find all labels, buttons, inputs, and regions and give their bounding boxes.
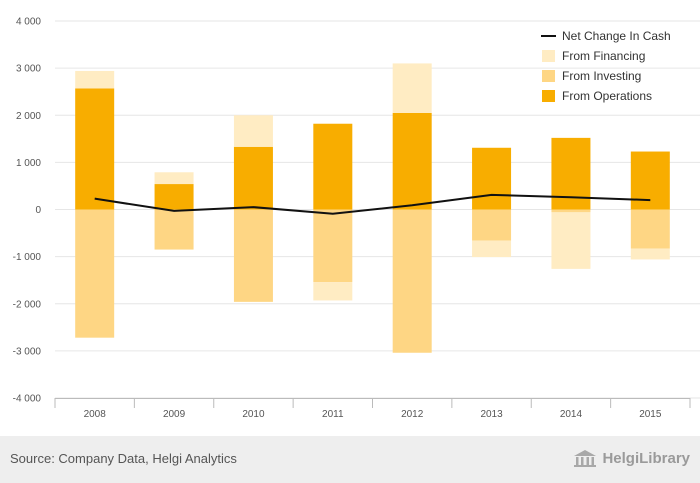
legend-label: From Investing (562, 69, 641, 83)
net-change-in-cash-line[interactable] (94, 193, 651, 215)
y-tick-label: 0 (35, 205, 41, 216)
bar-from-investing-2014[interactable] (551, 209, 591, 213)
net-change-line (94, 193, 651, 215)
bar-from-financing-2012[interactable] (392, 63, 432, 113)
helgi-library-logo[interactable]: HelgiLibrary (572, 448, 690, 468)
legend-label: From Financing (562, 49, 645, 63)
library-building-icon (574, 450, 597, 467)
bar-from-operations-2012[interactable] (392, 112, 432, 210)
bar-from-financing-2013[interactable] (472, 240, 512, 258)
logo-text: HelgiLibrary (602, 449, 690, 467)
bar-from-financing-2014[interactable] (551, 212, 591, 269)
bar-from-investing-2015[interactable] (630, 209, 670, 249)
legend-swatch (542, 90, 555, 102)
bar-from-operations-2009[interactable] (154, 184, 194, 210)
legend-swatch (542, 50, 555, 62)
bar-from-investing-2013[interactable] (472, 209, 512, 241)
bar-from-investing-2012[interactable] (392, 209, 432, 353)
chart: 4 000 3 000 2 000 1 000 0 -1 000 -2 000 -3 000 -… (13, 17, 700, 420)
y-tick-label: 1 000 (16, 158, 41, 169)
bar-from-financing-2010[interactable] (233, 115, 273, 147)
x-axis: 2008 2009 2010 2011 2012 2013 2014 2015 (54, 398, 691, 420)
bars (75, 63, 670, 353)
y-tick-label: -4 000 (13, 394, 42, 405)
y-tick-label: -2 000 (13, 299, 42, 310)
bar-from-operations-2013[interactable] (472, 147, 512, 210)
x-tick-label: 2009 (163, 409, 186, 420)
x-tick-label: 2014 (560, 409, 583, 420)
x-tick-label: 2013 (480, 409, 503, 420)
x-tick-label: 2015 (639, 409, 662, 420)
legend-item-from-operations[interactable]: From Operations (542, 89, 652, 103)
y-tick-label: 3 000 (16, 64, 41, 75)
bar-from-operations-2011[interactable] (313, 123, 353, 210)
bar-from-investing-2009[interactable] (154, 209, 194, 250)
source-note: Source: Company Data, Helgi Analytics (10, 451, 237, 466)
x-tick-label: 2011 (322, 409, 344, 420)
legend-item-net-change-in-cash[interactable]: Net Change In Cash (541, 29, 671, 43)
y-tick-label: -3 000 (13, 346, 42, 357)
y-tick-label: 2 000 (16, 111, 41, 122)
legend-item-from-investing[interactable]: From Investing (542, 69, 641, 83)
bar-from-investing-2008[interactable] (75, 209, 115, 338)
x-tick-label: 2010 (242, 409, 265, 420)
x-tick-label: 2008 (84, 409, 107, 420)
x-tick-label: 2012 (401, 409, 424, 420)
bar-from-operations-2008[interactable] (75, 88, 115, 210)
bar-from-financing-2011[interactable] (313, 282, 353, 301)
bar-from-operations-2014[interactable] (551, 137, 591, 210)
bar-from-financing-2015[interactable] (630, 248, 670, 260)
bar-from-operations-2015[interactable] (630, 151, 670, 210)
bar-from-operations-2010[interactable] (233, 146, 273, 210)
legend-label: Net Change In Cash (562, 29, 671, 43)
legend-swatch (542, 70, 555, 82)
bar-from-investing-2010[interactable] (233, 209, 273, 302)
legend-label: From Operations (562, 89, 652, 103)
y-tick-label: -1 000 (13, 252, 42, 263)
legend[interactable]: Net Change In Cash From Financing From Inv… (541, 29, 671, 103)
legend-item-from-financing[interactable]: From Financing (542, 49, 645, 63)
y-tick-label: 4 000 (16, 17, 41, 28)
bar-from-financing-2009[interactable] (154, 172, 194, 185)
bar-from-financing-2008[interactable] (75, 70, 115, 89)
y-axis-tick-labels: 4 000 3 000 2 000 1 000 0 -1 000 -2 000 -3 000 -… (13, 17, 42, 405)
bar-from-investing-2011[interactable] (313, 209, 353, 283)
